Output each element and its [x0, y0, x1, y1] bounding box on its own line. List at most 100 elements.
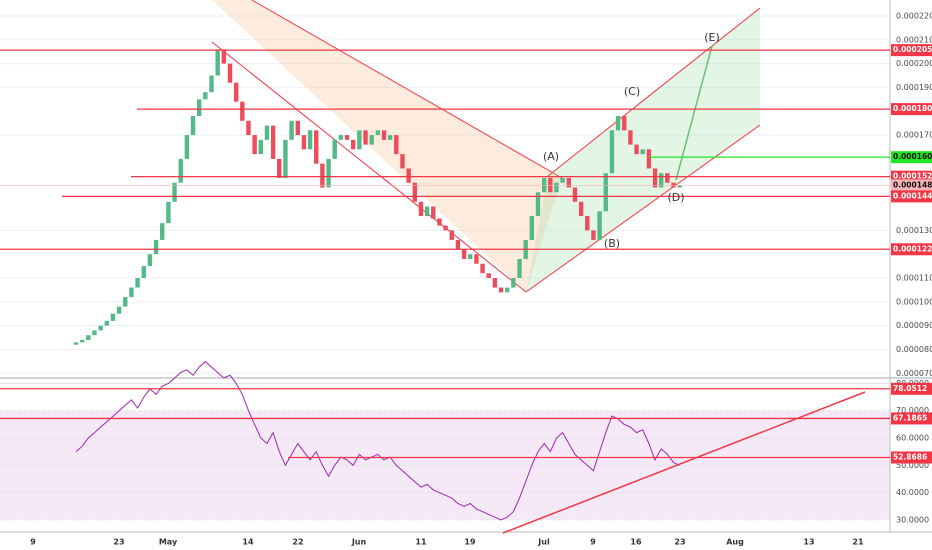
candle — [209, 75, 214, 93]
level-tag — [891, 382, 932, 395]
level-tag — [891, 190, 932, 203]
candle — [344, 135, 350, 140]
candle — [116, 306, 122, 314]
x-tick-label: Aug — [726, 538, 744, 547]
y-tick-label: 0.00013000 — [896, 226, 932, 235]
wave-label: (E) — [704, 31, 720, 44]
candle — [387, 135, 393, 140]
candle — [215, 49, 220, 76]
candle — [178, 158, 183, 183]
candle — [474, 254, 479, 264]
y-tick-label: 0.00007000 — [896, 369, 932, 378]
candle — [468, 254, 473, 259]
candle — [363, 130, 368, 145]
candle — [227, 63, 233, 83]
candle — [628, 130, 633, 145]
candle — [492, 278, 498, 288]
layer: 0.00007000 0.00008000 0.00009000 0.00010000… — [0, 11, 932, 547]
candle — [197, 99, 202, 117]
x-tick-label: May — [159, 538, 178, 547]
candle — [110, 313, 116, 321]
candle — [277, 158, 282, 178]
candle — [172, 182, 177, 202]
candle — [381, 130, 387, 140]
candle — [166, 201, 171, 224]
x-tick-label: 23 — [674, 538, 685, 547]
candle — [73, 342, 79, 345]
candle — [585, 216, 590, 231]
candle — [129, 287, 134, 298]
level-label: 0.00012206 — [893, 244, 932, 253]
channel-line — [251, 0, 563, 179]
level-label: 78.0512 — [893, 384, 927, 393]
x-tick-label: 23 — [113, 538, 124, 547]
y-tick-label: 30.0000 — [896, 515, 929, 524]
candle — [184, 135, 190, 159]
candle — [431, 206, 436, 219]
level-tag — [891, 179, 932, 192]
projection — [675, 45, 713, 181]
candle — [498, 287, 504, 293]
level-label: 67.1865 — [893, 413, 927, 422]
level-label: 0.00016074 — [893, 152, 932, 161]
level-tag — [891, 151, 932, 164]
candle — [190, 116, 196, 136]
candle — [665, 173, 670, 183]
candle — [622, 116, 627, 131]
wave-label: (C) — [624, 85, 640, 98]
candle — [424, 206, 430, 217]
candle — [548, 177, 553, 193]
candle — [240, 101, 245, 121]
candle — [160, 223, 165, 240]
wave-label: (D) — [667, 191, 684, 204]
candle — [578, 201, 584, 217]
candle — [246, 120, 251, 136]
candle — [270, 125, 276, 159]
y-tick-label: 0.00021000 — [896, 35, 932, 44]
candle — [147, 254, 153, 267]
x-tick-label: 11 — [415, 538, 427, 547]
level-label: 0.00015255 — [893, 172, 932, 181]
candle — [406, 168, 411, 183]
candle — [86, 335, 91, 340]
candle — [437, 218, 442, 226]
candle — [659, 173, 664, 188]
y-tick-label: 0.00017000 — [896, 131, 932, 140]
candle — [400, 154, 405, 169]
y-tick-label: 40.0000 — [896, 488, 929, 497]
candle — [517, 258, 522, 279]
y-tick-label: 50.0000 — [896, 461, 929, 470]
candle — [609, 130, 615, 174]
candle — [591, 230, 596, 240]
candle — [603, 173, 608, 212]
candle — [351, 139, 356, 150]
x-tick-label: 9 — [590, 538, 596, 547]
candle — [511, 278, 516, 288]
candle — [480, 263, 485, 274]
candle — [326, 158, 331, 188]
candle — [677, 185, 682, 188]
candle — [375, 130, 381, 136]
candle — [535, 192, 541, 217]
candle — [98, 325, 103, 331]
candle — [486, 273, 491, 279]
candle — [572, 187, 578, 202]
candle — [264, 125, 270, 140]
y-tick-label: 0.00019000 — [896, 83, 932, 92]
x-tick-label: 21 — [852, 538, 864, 547]
candle — [443, 225, 448, 231]
rsi-trendline — [502, 391, 866, 534]
candle — [449, 230, 454, 240]
candle — [320, 163, 325, 188]
candle — [233, 82, 239, 102]
candle — [505, 287, 510, 293]
candle — [153, 239, 159, 255]
candle — [615, 116, 621, 131]
level-label: 0.00018090 — [893, 104, 932, 113]
layer — [0, 15, 890, 521]
candle — [640, 149, 645, 155]
candle — [221, 49, 227, 64]
level-label: 0.00020565 — [893, 45, 932, 54]
candle — [652, 168, 658, 188]
